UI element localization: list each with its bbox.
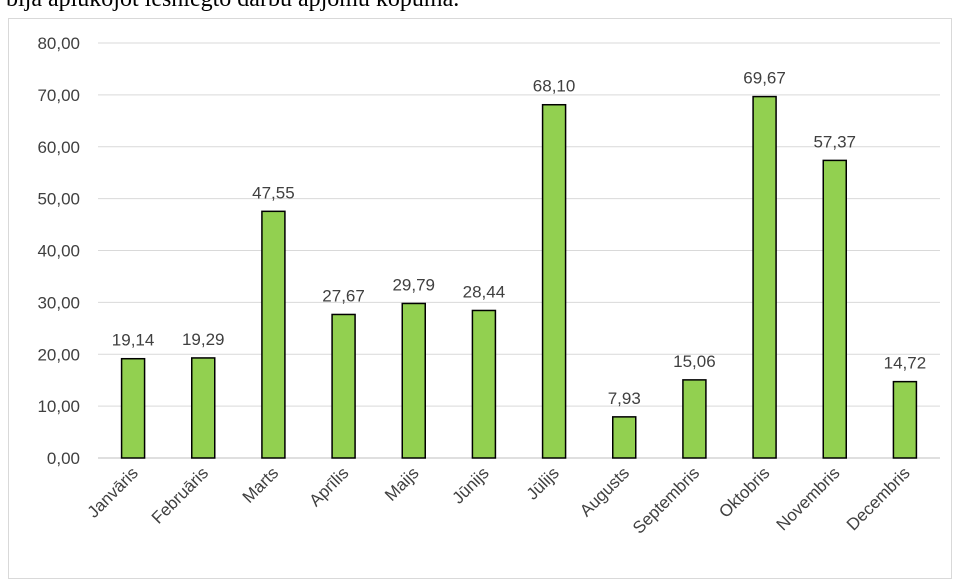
- x-tick-label: Jūlijs: [523, 463, 563, 503]
- y-tick-label: 60,00: [37, 138, 80, 157]
- data-label: 14,72: [884, 354, 927, 373]
- bar: [191, 357, 216, 459]
- data-label: 19,14: [112, 331, 155, 350]
- y-tick-label: 0,00: [47, 449, 80, 468]
- data-label: 57,37: [813, 132, 856, 151]
- x-tick-label: Decembris: [843, 463, 914, 534]
- bar: [120, 357, 146, 459]
- data-labels: 19,14 19,29 47,55 27,67 29,79 28,44 68,10 7,93 1…: [112, 69, 926, 408]
- x-axis-labels: Janvāris Februāris Marts Aprīlis Maijs Jūnijs…: [84, 463, 914, 537]
- y-tick-label: 50,00: [37, 190, 80, 209]
- x-tick-label: Jūnijs: [449, 463, 493, 507]
- x-tick-label: Novembris: [773, 463, 844, 534]
- data-label: 68,10: [533, 77, 576, 96]
- bar: [822, 159, 847, 459]
- bar: [541, 103, 567, 459]
- bar: [401, 302, 426, 459]
- y-tick-label: 20,00: [37, 345, 80, 364]
- caption-text: bija aplūkojot iesniegto darbu apjomu ko…: [6, 0, 459, 13]
- data-label: 29,79: [392, 275, 435, 294]
- bar: [892, 380, 918, 459]
- x-tick-label: Augusts: [576, 463, 633, 520]
- bar: [331, 313, 356, 459]
- y-tick-label: 30,00: [37, 293, 80, 312]
- gridlines: [98, 42, 940, 459]
- data-label: 47,55: [252, 183, 295, 202]
- bar: [682, 379, 707, 459]
- bar: [471, 309, 497, 459]
- x-tick-label: Marts: [239, 463, 282, 506]
- x-tick-label: Aprīlis: [306, 463, 353, 510]
- data-label: 69,67: [743, 69, 786, 88]
- y-tick-label: 80,00: [37, 34, 80, 53]
- x-tick-label: Septembris: [629, 463, 703, 537]
- y-tick-label: 10,00: [37, 397, 80, 416]
- data-label: 27,67: [322, 286, 365, 305]
- y-tick-label: 40,00: [37, 242, 80, 261]
- bar: [261, 210, 286, 459]
- x-tick-label: Oktobris: [715, 463, 773, 521]
- x-tick-label: Janvāris: [84, 463, 142, 521]
- data-label: 19,29: [182, 330, 225, 349]
- chart-frame: [8, 18, 952, 579]
- y-axis-ticks: 0,00 10,00 20,00 30,00 40,00 50,00 60,00 70,00 8…: [37, 34, 80, 468]
- bar: [612, 416, 637, 459]
- data-label: 28,44: [463, 282, 506, 301]
- x-tick-label: Maijs: [381, 463, 422, 504]
- x-tick-label: Februāris: [148, 463, 212, 527]
- y-tick-label: 70,00: [37, 86, 80, 105]
- data-label: 15,06: [673, 352, 716, 371]
- bars: [120, 95, 918, 459]
- bar: [752, 95, 777, 459]
- data-label: 7,93: [608, 389, 641, 408]
